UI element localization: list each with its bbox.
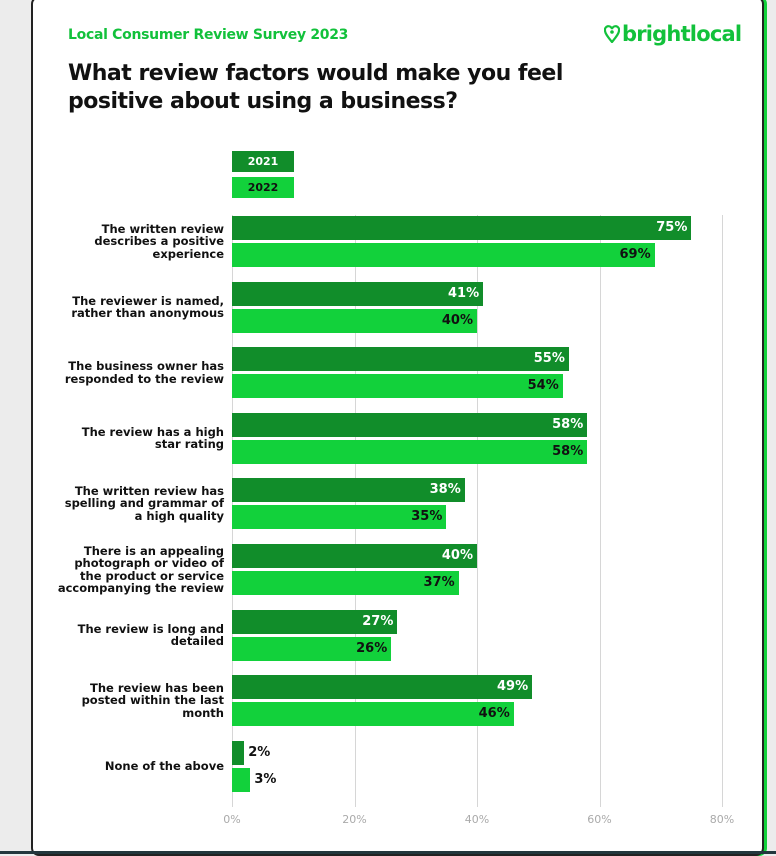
gridline (599, 215, 601, 807)
survey-subtitle: Local Consumer Review Survey 2023 (68, 27, 349, 43)
value-label-2022: 37% (423, 575, 455, 590)
logo-text: brightlocal (622, 22, 742, 46)
value-label-2022: 3% (254, 771, 277, 787)
category-label: The review has a high star rating (81, 424, 224, 452)
bar-2022 (232, 571, 459, 595)
bar-2021 (232, 544, 477, 568)
value-label-2022: 35% (411, 509, 443, 525)
category-label: None of the above (104, 758, 224, 773)
value-label-2021: 75% (656, 220, 688, 235)
brightlocal-logo: brightlocal (604, 22, 742, 46)
bar-2021 (232, 740, 245, 765)
category-label: There is an appealing photograph or vide… (57, 543, 224, 595)
bar-2021 (232, 216, 692, 240)
bar-2021 (232, 281, 484, 306)
bar-2022 (232, 702, 514, 727)
legend-2021: 2021 (232, 151, 294, 172)
value-label-2022: 40% (441, 312, 473, 328)
value-label-2021: 49% (497, 679, 529, 695)
x-tick-label: 40% (464, 813, 490, 826)
chart-title: What review factors would make you feel … (68, 61, 563, 114)
bar-2022 (232, 308, 477, 333)
category-label: The written review describes a positive … (94, 221, 224, 261)
gridline (477, 215, 478, 807)
bar-2021 (232, 675, 533, 700)
value-label-2022: 26% (356, 640, 388, 656)
value-label-2021: 41% (448, 285, 480, 301)
category-label: The review has been posted within the la… (81, 680, 224, 720)
value-label-2022: 69% (619, 247, 651, 262)
bar-2022 (232, 636, 392, 661)
value-label-2022: 46% (478, 706, 510, 722)
bar-2021 (232, 412, 588, 437)
bar-2022 (232, 243, 655, 267)
bar-2022 (232, 767, 251, 792)
bar-2021 (232, 609, 398, 634)
bottom-bar (0, 851, 776, 854)
bar-2021 (232, 478, 465, 503)
bar-2022 (232, 505, 447, 530)
value-label-2021: 27% (362, 613, 394, 629)
map-pin-heart-icon (604, 25, 620, 43)
value-label-2022: 58% (552, 443, 584, 459)
bar-2021 (232, 347, 569, 372)
value-label-2021: 58% (552, 416, 584, 432)
legend-2022: 2022 (232, 177, 294, 198)
category-label: The business owner has responded to the … (64, 359, 224, 386)
category-label: The written review has spelling and gram… (64, 483, 224, 523)
bar-2022 (232, 374, 563, 399)
value-label-2021: 40% (441, 548, 473, 563)
x-tick-label: 80% (709, 813, 735, 826)
value-label-2021: 55% (533, 351, 565, 367)
x-tick-label: 60% (587, 813, 612, 826)
category-label: The review is long and detailed (77, 621, 224, 649)
category-label: The reviewer is named, rather than anony… (71, 293, 224, 321)
value-label-2021: 38% (429, 482, 461, 498)
gridline (722, 215, 723, 807)
x-tick-label: 0% (223, 813, 241, 826)
x-tick-label: 20% (342, 813, 367, 826)
bar-2022 (232, 439, 588, 464)
value-label-2021: 2% (248, 744, 271, 760)
value-label-2022: 54% (527, 378, 559, 394)
